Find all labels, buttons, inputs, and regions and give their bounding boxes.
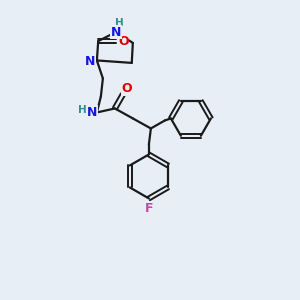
Text: N: N	[87, 106, 97, 119]
Text: N: N	[85, 55, 95, 68]
Text: N: N	[111, 26, 121, 38]
Text: H: H	[79, 106, 87, 116]
Text: H: H	[115, 18, 123, 28]
Text: F: F	[145, 202, 153, 215]
Text: O: O	[118, 34, 128, 48]
Text: O: O	[122, 82, 132, 95]
